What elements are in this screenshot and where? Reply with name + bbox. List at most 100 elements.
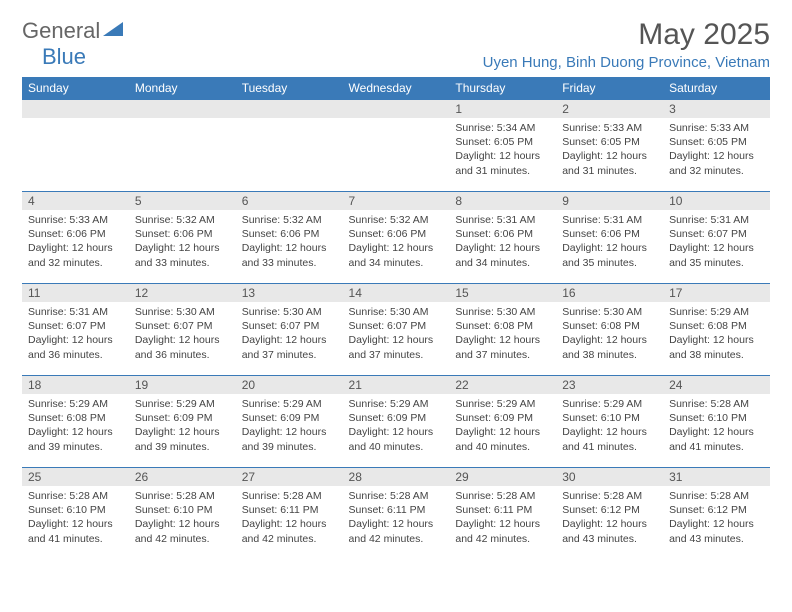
day-details: Sunrise: 5:29 AMSunset: 6:09 PMDaylight:… <box>236 394 343 459</box>
calendar-cell: 18Sunrise: 5:29 AMSunset: 6:08 PMDayligh… <box>22 376 129 468</box>
day-details: Sunrise: 5:31 AMSunset: 6:06 PMDaylight:… <box>449 210 556 275</box>
day-number: 5 <box>129 192 236 210</box>
day-number: 9 <box>556 192 663 210</box>
day-details: Sunrise: 5:29 AMSunset: 6:09 PMDaylight:… <box>129 394 236 459</box>
calendar-table: Sunday Monday Tuesday Wednesday Thursday… <box>22 77 770 560</box>
day-number: 15 <box>449 284 556 302</box>
calendar-cell <box>129 100 236 192</box>
day-details: Sunrise: 5:28 AMSunset: 6:11 PMDaylight:… <box>449 486 556 551</box>
calendar-cell: 20Sunrise: 5:29 AMSunset: 6:09 PMDayligh… <box>236 376 343 468</box>
day-details: Sunrise: 5:28 AMSunset: 6:12 PMDaylight:… <box>556 486 663 551</box>
calendar-week-row: 4Sunrise: 5:33 AMSunset: 6:06 PMDaylight… <box>22 192 770 284</box>
day-details: Sunrise: 5:32 AMSunset: 6:06 PMDaylight:… <box>343 210 450 275</box>
day-number-empty <box>22 100 129 118</box>
calendar-cell: 9Sunrise: 5:31 AMSunset: 6:06 PMDaylight… <box>556 192 663 284</box>
calendar-cell: 2Sunrise: 5:33 AMSunset: 6:05 PMDaylight… <box>556 100 663 192</box>
calendar-cell: 8Sunrise: 5:31 AMSunset: 6:06 PMDaylight… <box>449 192 556 284</box>
day-number: 4 <box>22 192 129 210</box>
day-details: Sunrise: 5:29 AMSunset: 6:08 PMDaylight:… <box>22 394 129 459</box>
calendar-cell: 11Sunrise: 5:31 AMSunset: 6:07 PMDayligh… <box>22 284 129 376</box>
day-number: 2 <box>556 100 663 118</box>
calendar-cell: 22Sunrise: 5:29 AMSunset: 6:09 PMDayligh… <box>449 376 556 468</box>
day-details: Sunrise: 5:31 AMSunset: 6:07 PMDaylight:… <box>22 302 129 367</box>
day-number: 19 <box>129 376 236 394</box>
day-number: 10 <box>663 192 770 210</box>
day-number-empty <box>236 100 343 118</box>
day-number: 27 <box>236 468 343 486</box>
day-number: 24 <box>663 376 770 394</box>
calendar-cell: 5Sunrise: 5:32 AMSunset: 6:06 PMDaylight… <box>129 192 236 284</box>
calendar-cell: 15Sunrise: 5:30 AMSunset: 6:08 PMDayligh… <box>449 284 556 376</box>
day-details: Sunrise: 5:30 AMSunset: 6:07 PMDaylight:… <box>129 302 236 367</box>
day-number: 29 <box>449 468 556 486</box>
day-details: Sunrise: 5:33 AMSunset: 6:05 PMDaylight:… <box>663 118 770 183</box>
day-number: 17 <box>663 284 770 302</box>
calendar-cell: 14Sunrise: 5:30 AMSunset: 6:07 PMDayligh… <box>343 284 450 376</box>
day-number-empty <box>343 100 450 118</box>
month-title: May 2025 <box>483 18 770 52</box>
day-details: Sunrise: 5:28 AMSunset: 6:11 PMDaylight:… <box>343 486 450 551</box>
day-number: 11 <box>22 284 129 302</box>
header-mon: Monday <box>129 77 236 100</box>
day-number: 26 <box>129 468 236 486</box>
location-subtitle: Uyen Hung, Binh Duong Province, Vietnam <box>483 54 770 71</box>
day-details: Sunrise: 5:30 AMSunset: 6:07 PMDaylight:… <box>343 302 450 367</box>
calendar-cell: 10Sunrise: 5:31 AMSunset: 6:07 PMDayligh… <box>663 192 770 284</box>
day-details: Sunrise: 5:30 AMSunset: 6:08 PMDaylight:… <box>449 302 556 367</box>
calendar-cell: 7Sunrise: 5:32 AMSunset: 6:06 PMDaylight… <box>343 192 450 284</box>
day-number: 20 <box>236 376 343 394</box>
day-number: 21 <box>343 376 450 394</box>
header-thu: Thursday <box>449 77 556 100</box>
day-details: Sunrise: 5:31 AMSunset: 6:06 PMDaylight:… <box>556 210 663 275</box>
day-number: 13 <box>236 284 343 302</box>
calendar-cell: 29Sunrise: 5:28 AMSunset: 6:11 PMDayligh… <box>449 468 556 560</box>
day-details: Sunrise: 5:30 AMSunset: 6:07 PMDaylight:… <box>236 302 343 367</box>
calendar-week-row: 11Sunrise: 5:31 AMSunset: 6:07 PMDayligh… <box>22 284 770 376</box>
day-details: Sunrise: 5:28 AMSunset: 6:10 PMDaylight:… <box>22 486 129 551</box>
header-sun: Sunday <box>22 77 129 100</box>
header-fri: Friday <box>556 77 663 100</box>
day-number: 14 <box>343 284 450 302</box>
logo: General <box>22 18 125 44</box>
day-number: 23 <box>556 376 663 394</box>
day-details: Sunrise: 5:33 AMSunset: 6:06 PMDaylight:… <box>22 210 129 275</box>
logo-text-2: Blue <box>42 44 86 70</box>
day-details: Sunrise: 5:32 AMSunset: 6:06 PMDaylight:… <box>236 210 343 275</box>
day-number: 12 <box>129 284 236 302</box>
calendar-cell: 31Sunrise: 5:28 AMSunset: 6:12 PMDayligh… <box>663 468 770 560</box>
day-number: 3 <box>663 100 770 118</box>
calendar-week-row: 25Sunrise: 5:28 AMSunset: 6:10 PMDayligh… <box>22 468 770 560</box>
header-tue: Tuesday <box>236 77 343 100</box>
day-number: 1 <box>449 100 556 118</box>
day-number: 7 <box>343 192 450 210</box>
calendar-cell: 17Sunrise: 5:29 AMSunset: 6:08 PMDayligh… <box>663 284 770 376</box>
header-sat: Saturday <box>663 77 770 100</box>
day-number: 22 <box>449 376 556 394</box>
day-number: 8 <box>449 192 556 210</box>
day-details: Sunrise: 5:28 AMSunset: 6:12 PMDaylight:… <box>663 486 770 551</box>
calendar-cell: 25Sunrise: 5:28 AMSunset: 6:10 PMDayligh… <box>22 468 129 560</box>
day-number: 31 <box>663 468 770 486</box>
calendar-cell: 6Sunrise: 5:32 AMSunset: 6:06 PMDaylight… <box>236 192 343 284</box>
title-block: May 2025 Uyen Hung, Binh Duong Province,… <box>483 18 770 71</box>
day-number-empty <box>129 100 236 118</box>
day-header-row: Sunday Monday Tuesday Wednesday Thursday… <box>22 77 770 100</box>
calendar-cell: 4Sunrise: 5:33 AMSunset: 6:06 PMDaylight… <box>22 192 129 284</box>
calendar-cell <box>343 100 450 192</box>
calendar-cell <box>22 100 129 192</box>
calendar-cell: 24Sunrise: 5:28 AMSunset: 6:10 PMDayligh… <box>663 376 770 468</box>
header-wed: Wednesday <box>343 77 450 100</box>
day-details: Sunrise: 5:29 AMSunset: 6:09 PMDaylight:… <box>449 394 556 459</box>
calendar-cell: 19Sunrise: 5:29 AMSunset: 6:09 PMDayligh… <box>129 376 236 468</box>
day-number: 30 <box>556 468 663 486</box>
calendar-cell: 13Sunrise: 5:30 AMSunset: 6:07 PMDayligh… <box>236 284 343 376</box>
day-details: Sunrise: 5:28 AMSunset: 6:11 PMDaylight:… <box>236 486 343 551</box>
calendar-cell: 16Sunrise: 5:30 AMSunset: 6:08 PMDayligh… <box>556 284 663 376</box>
day-number: 18 <box>22 376 129 394</box>
calendar-cell: 26Sunrise: 5:28 AMSunset: 6:10 PMDayligh… <box>129 468 236 560</box>
logo-text-1: General <box>22 18 100 44</box>
calendar-cell: 30Sunrise: 5:28 AMSunset: 6:12 PMDayligh… <box>556 468 663 560</box>
day-number: 6 <box>236 192 343 210</box>
day-details: Sunrise: 5:30 AMSunset: 6:08 PMDaylight:… <box>556 302 663 367</box>
calendar-cell: 23Sunrise: 5:29 AMSunset: 6:10 PMDayligh… <box>556 376 663 468</box>
